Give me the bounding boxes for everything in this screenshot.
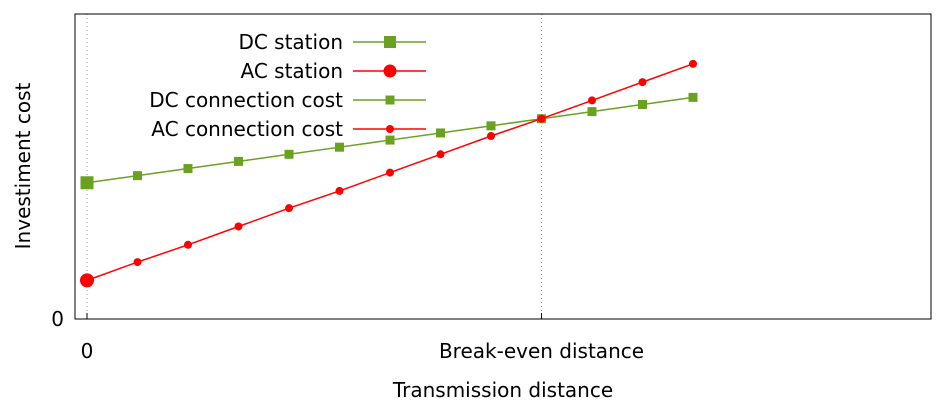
data-point: [133, 258, 142, 267]
data-point: [537, 114, 546, 123]
series-2: [82, 92, 698, 188]
legend-item: AC station: [241, 59, 426, 83]
x-tick-label: 0: [81, 339, 94, 363]
grid-layer: [86, 14, 542, 319]
data-point: [638, 99, 647, 109]
data-point: [133, 171, 142, 181]
data-point: [234, 156, 243, 166]
legend-label: DC connection cost: [149, 88, 343, 112]
data-point: [487, 132, 495, 140]
data-point: [588, 96, 596, 105]
legend-marker: [383, 64, 397, 78]
data-point: [386, 168, 394, 177]
legend: DC station AC station DC connection cost AC…: [149, 30, 426, 141]
data-point: [688, 92, 698, 102]
series-3: [83, 59, 697, 285]
legend-label: AC station: [241, 59, 343, 83]
data-point: [587, 107, 597, 117]
x-tick-label: Break-even distance: [439, 339, 644, 363]
legend-label: DC station: [238, 30, 343, 54]
y-axis-label: Investiment cost: [11, 83, 35, 250]
legend-marker: [384, 36, 396, 48]
data-point: [83, 276, 91, 285]
data-point: [689, 59, 697, 68]
series-layer: [80, 59, 698, 288]
data-point: [486, 121, 496, 131]
legend-marker: [386, 125, 394, 133]
data-point: [335, 142, 344, 152]
legend-item: DC connection cost: [149, 88, 426, 112]
legend-item: AC connection cost: [151, 117, 426, 141]
data-point: [436, 128, 445, 138]
data-point: [234, 222, 243, 231]
tick-layer: 0 Break-even distance 0: [51, 307, 644, 363]
data-point: [436, 150, 445, 159]
data-point: [184, 240, 192, 249]
data-point: [284, 149, 294, 159]
data-point: [638, 78, 647, 87]
data-point: [335, 186, 344, 195]
legend-marker: [385, 95, 395, 105]
data-point: [385, 135, 395, 145]
data-point: [183, 164, 193, 174]
data-point: [285, 204, 293, 213]
x-axis-label: Transmission distance: [392, 378, 613, 402]
y-tick-label: 0: [51, 307, 64, 331]
legend-label: AC connection cost: [151, 117, 343, 141]
data-point: [82, 178, 92, 188]
legend-item: DC station: [238, 30, 426, 54]
plot-frame: [74, 13, 932, 320]
